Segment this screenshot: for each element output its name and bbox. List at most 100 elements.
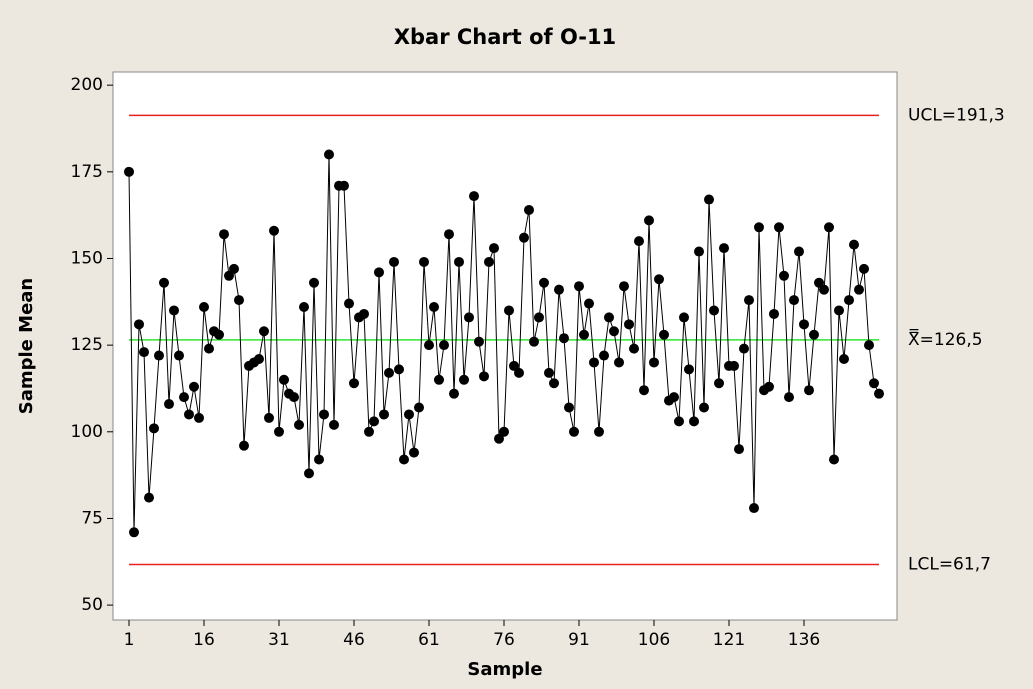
data-point (604, 312, 614, 323)
data-point (594, 426, 604, 437)
data-point (509, 360, 519, 371)
data-point (709, 305, 719, 316)
data-point (204, 343, 214, 354)
data-point (359, 308, 369, 319)
data-point (739, 343, 749, 354)
data-point (564, 402, 574, 413)
data-point (379, 409, 389, 420)
data-point (574, 281, 584, 292)
data-point (454, 256, 464, 267)
data-point (144, 492, 154, 503)
data-point (614, 357, 624, 368)
data-point (549, 378, 559, 389)
data-point (164, 399, 174, 410)
data-point (769, 308, 779, 319)
data-point (269, 225, 279, 236)
data-point (129, 527, 139, 538)
data-point (689, 416, 699, 427)
data-point (394, 364, 404, 375)
x-tick-label: 136 (788, 630, 820, 650)
data-point (669, 392, 679, 403)
data-point (534, 312, 544, 323)
data-point (484, 256, 494, 267)
data-point (829, 454, 839, 465)
control-label: LCL=61,7 (908, 555, 991, 575)
data-point (729, 360, 739, 371)
data-point (344, 298, 354, 309)
data-point (254, 353, 264, 364)
data-point (399, 454, 409, 465)
data-point (389, 256, 399, 267)
plot-area (112, 71, 898, 621)
data-point (654, 274, 664, 285)
data-point (629, 343, 639, 354)
data-point (864, 340, 874, 351)
data-point (869, 378, 879, 389)
data-point (329, 419, 339, 430)
x-tick-label: 121 (713, 630, 745, 650)
x-tick-label: 61 (418, 630, 440, 650)
x-tick-label: 1 (124, 630, 135, 650)
data-point (444, 229, 454, 240)
x-tick-label: 76 (493, 630, 515, 650)
data-point (849, 239, 859, 250)
data-point (619, 281, 629, 292)
data-point (149, 423, 159, 434)
data-point (309, 277, 319, 288)
data-point (264, 412, 274, 423)
data-point (559, 333, 569, 344)
y-axis-title: Sample Mean (16, 278, 37, 414)
data-point (279, 374, 289, 385)
data-point (799, 319, 809, 330)
data-point (639, 385, 649, 396)
data-point (679, 312, 689, 323)
data-point (364, 426, 374, 437)
data-point (479, 371, 489, 382)
data-point (229, 263, 239, 274)
data-point (514, 367, 524, 378)
data-point (194, 412, 204, 423)
data-point (649, 357, 659, 368)
data-point (489, 243, 499, 254)
data-point (554, 284, 564, 295)
data-point (579, 329, 589, 340)
data-point (409, 447, 419, 458)
data-point (844, 295, 854, 306)
data-point (674, 416, 684, 427)
data-point (179, 392, 189, 403)
data-point (494, 433, 504, 444)
data-point (779, 270, 789, 281)
data-point (854, 284, 864, 295)
data-point (414, 402, 424, 413)
x-tick-label: 106 (638, 630, 670, 650)
data-point (374, 267, 384, 278)
y-tick-label: 75 (81, 508, 103, 528)
data-point (784, 392, 794, 403)
data-point (304, 468, 314, 479)
data-point (459, 374, 469, 385)
data-point (794, 246, 804, 257)
data-point (734, 444, 744, 455)
data-point (314, 454, 324, 465)
data-point (424, 340, 434, 351)
control-label: UCL=191,3 (908, 105, 1005, 125)
data-point (324, 149, 334, 160)
data-point (819, 284, 829, 295)
data-point (274, 426, 284, 437)
data-point (504, 305, 514, 316)
data-point (644, 215, 654, 226)
data-point (684, 364, 694, 375)
data-point (159, 277, 169, 288)
data-point (384, 367, 394, 378)
data-point (369, 416, 379, 427)
data-point (754, 222, 764, 233)
data-point (809, 329, 819, 340)
data-point (474, 336, 484, 347)
data-point (434, 374, 444, 385)
data-point (259, 326, 269, 337)
data-point (464, 312, 474, 323)
data-point (234, 295, 244, 306)
data-point (139, 347, 149, 358)
data-point (429, 302, 439, 313)
